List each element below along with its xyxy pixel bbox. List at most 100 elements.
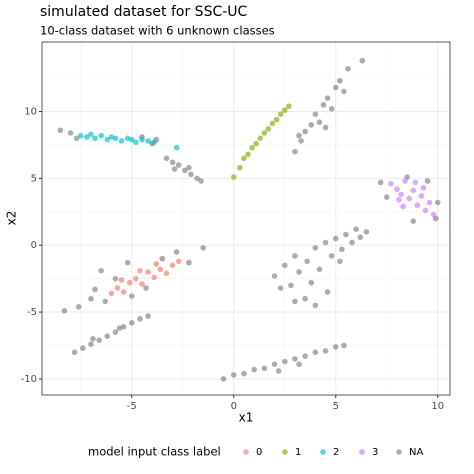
- point: [312, 349, 319, 356]
- point: [67, 130, 74, 136]
- y-tick-label: -5: [27, 307, 37, 318]
- legend-label: 1: [295, 447, 301, 458]
- y-tick-label: 0: [31, 240, 37, 251]
- point: [163, 155, 170, 162]
- point: [316, 266, 323, 273]
- point: [324, 289, 331, 295]
- point: [277, 285, 284, 291]
- point: [98, 132, 104, 139]
- point: [292, 356, 298, 362]
- point: [186, 259, 192, 266]
- legend-marker: [243, 449, 249, 455]
- chart-title: simulated dataset for SSC-UC: [40, 4, 248, 20]
- point: [271, 361, 278, 368]
- point: [171, 166, 178, 172]
- point: [151, 274, 157, 281]
- x-axis-label: x1: [239, 411, 254, 425]
- point: [296, 361, 302, 368]
- point: [96, 337, 102, 343]
- point: [151, 139, 157, 146]
- point: [88, 341, 94, 347]
- point: [275, 368, 282, 374]
- y-tick-label: 5: [31, 173, 37, 184]
- legend-marker: [396, 449, 402, 455]
- point: [182, 167, 188, 174]
- point: [120, 289, 127, 295]
- point: [345, 65, 351, 72]
- legend-label: NA: [409, 447, 423, 458]
- point: [277, 111, 284, 118]
- point: [341, 88, 347, 95]
- point: [357, 234, 364, 241]
- point: [308, 122, 315, 128]
- point: [133, 139, 139, 146]
- point: [153, 261, 160, 267]
- legend-marker: [359, 449, 365, 455]
- point: [410, 187, 417, 194]
- point: [139, 281, 145, 287]
- point: [124, 259, 131, 266]
- point: [249, 144, 255, 151]
- legend-label: 3: [372, 447, 378, 458]
- point: [388, 180, 394, 187]
- point: [116, 325, 123, 331]
- point: [420, 184, 427, 191]
- x-tick-label: 0: [231, 401, 237, 412]
- x-tick-label: 10: [431, 401, 444, 412]
- point: [137, 267, 143, 274]
- point: [145, 269, 151, 275]
- point: [410, 218, 417, 224]
- point: [281, 262, 288, 269]
- point: [88, 131, 94, 138]
- point: [139, 136, 145, 143]
- point: [343, 231, 349, 238]
- y-tick-label: -10: [21, 374, 37, 385]
- point: [230, 174, 237, 180]
- point: [169, 262, 176, 269]
- point: [363, 229, 370, 235]
- point: [396, 196, 402, 203]
- point: [269, 120, 276, 127]
- point: [128, 136, 135, 143]
- point: [137, 315, 143, 322]
- point: [84, 134, 90, 140]
- point: [198, 178, 204, 184]
- point: [302, 128, 308, 135]
- point: [145, 313, 151, 319]
- legend-marker: [320, 449, 326, 455]
- point: [316, 119, 323, 126]
- point: [245, 151, 251, 158]
- point: [112, 135, 119, 142]
- point: [92, 286, 98, 293]
- point: [194, 175, 200, 182]
- point: [104, 136, 111, 143]
- point: [128, 319, 135, 326]
- point: [126, 279, 133, 286]
- y-tick-label: 10: [24, 107, 37, 118]
- point: [434, 199, 441, 206]
- point: [159, 255, 166, 262]
- point: [312, 302, 319, 309]
- point: [324, 95, 331, 101]
- point: [114, 285, 121, 291]
- point: [332, 344, 339, 350]
- point: [188, 171, 194, 178]
- panel-border: [41, 41, 451, 396]
- point: [230, 372, 237, 378]
- point: [200, 245, 206, 251]
- point: [261, 130, 268, 136]
- point: [418, 192, 425, 199]
- point: [169, 159, 176, 166]
- x-tick-label: 5: [333, 401, 339, 412]
- point: [112, 275, 119, 282]
- point: [241, 155, 247, 162]
- point: [145, 138, 151, 144]
- point: [349, 239, 355, 246]
- point: [302, 353, 308, 360]
- point: [57, 127, 64, 134]
- legend-marker: [282, 449, 288, 455]
- point: [175, 258, 182, 265]
- point: [92, 135, 98, 142]
- point: [412, 179, 419, 186]
- point: [339, 246, 345, 253]
